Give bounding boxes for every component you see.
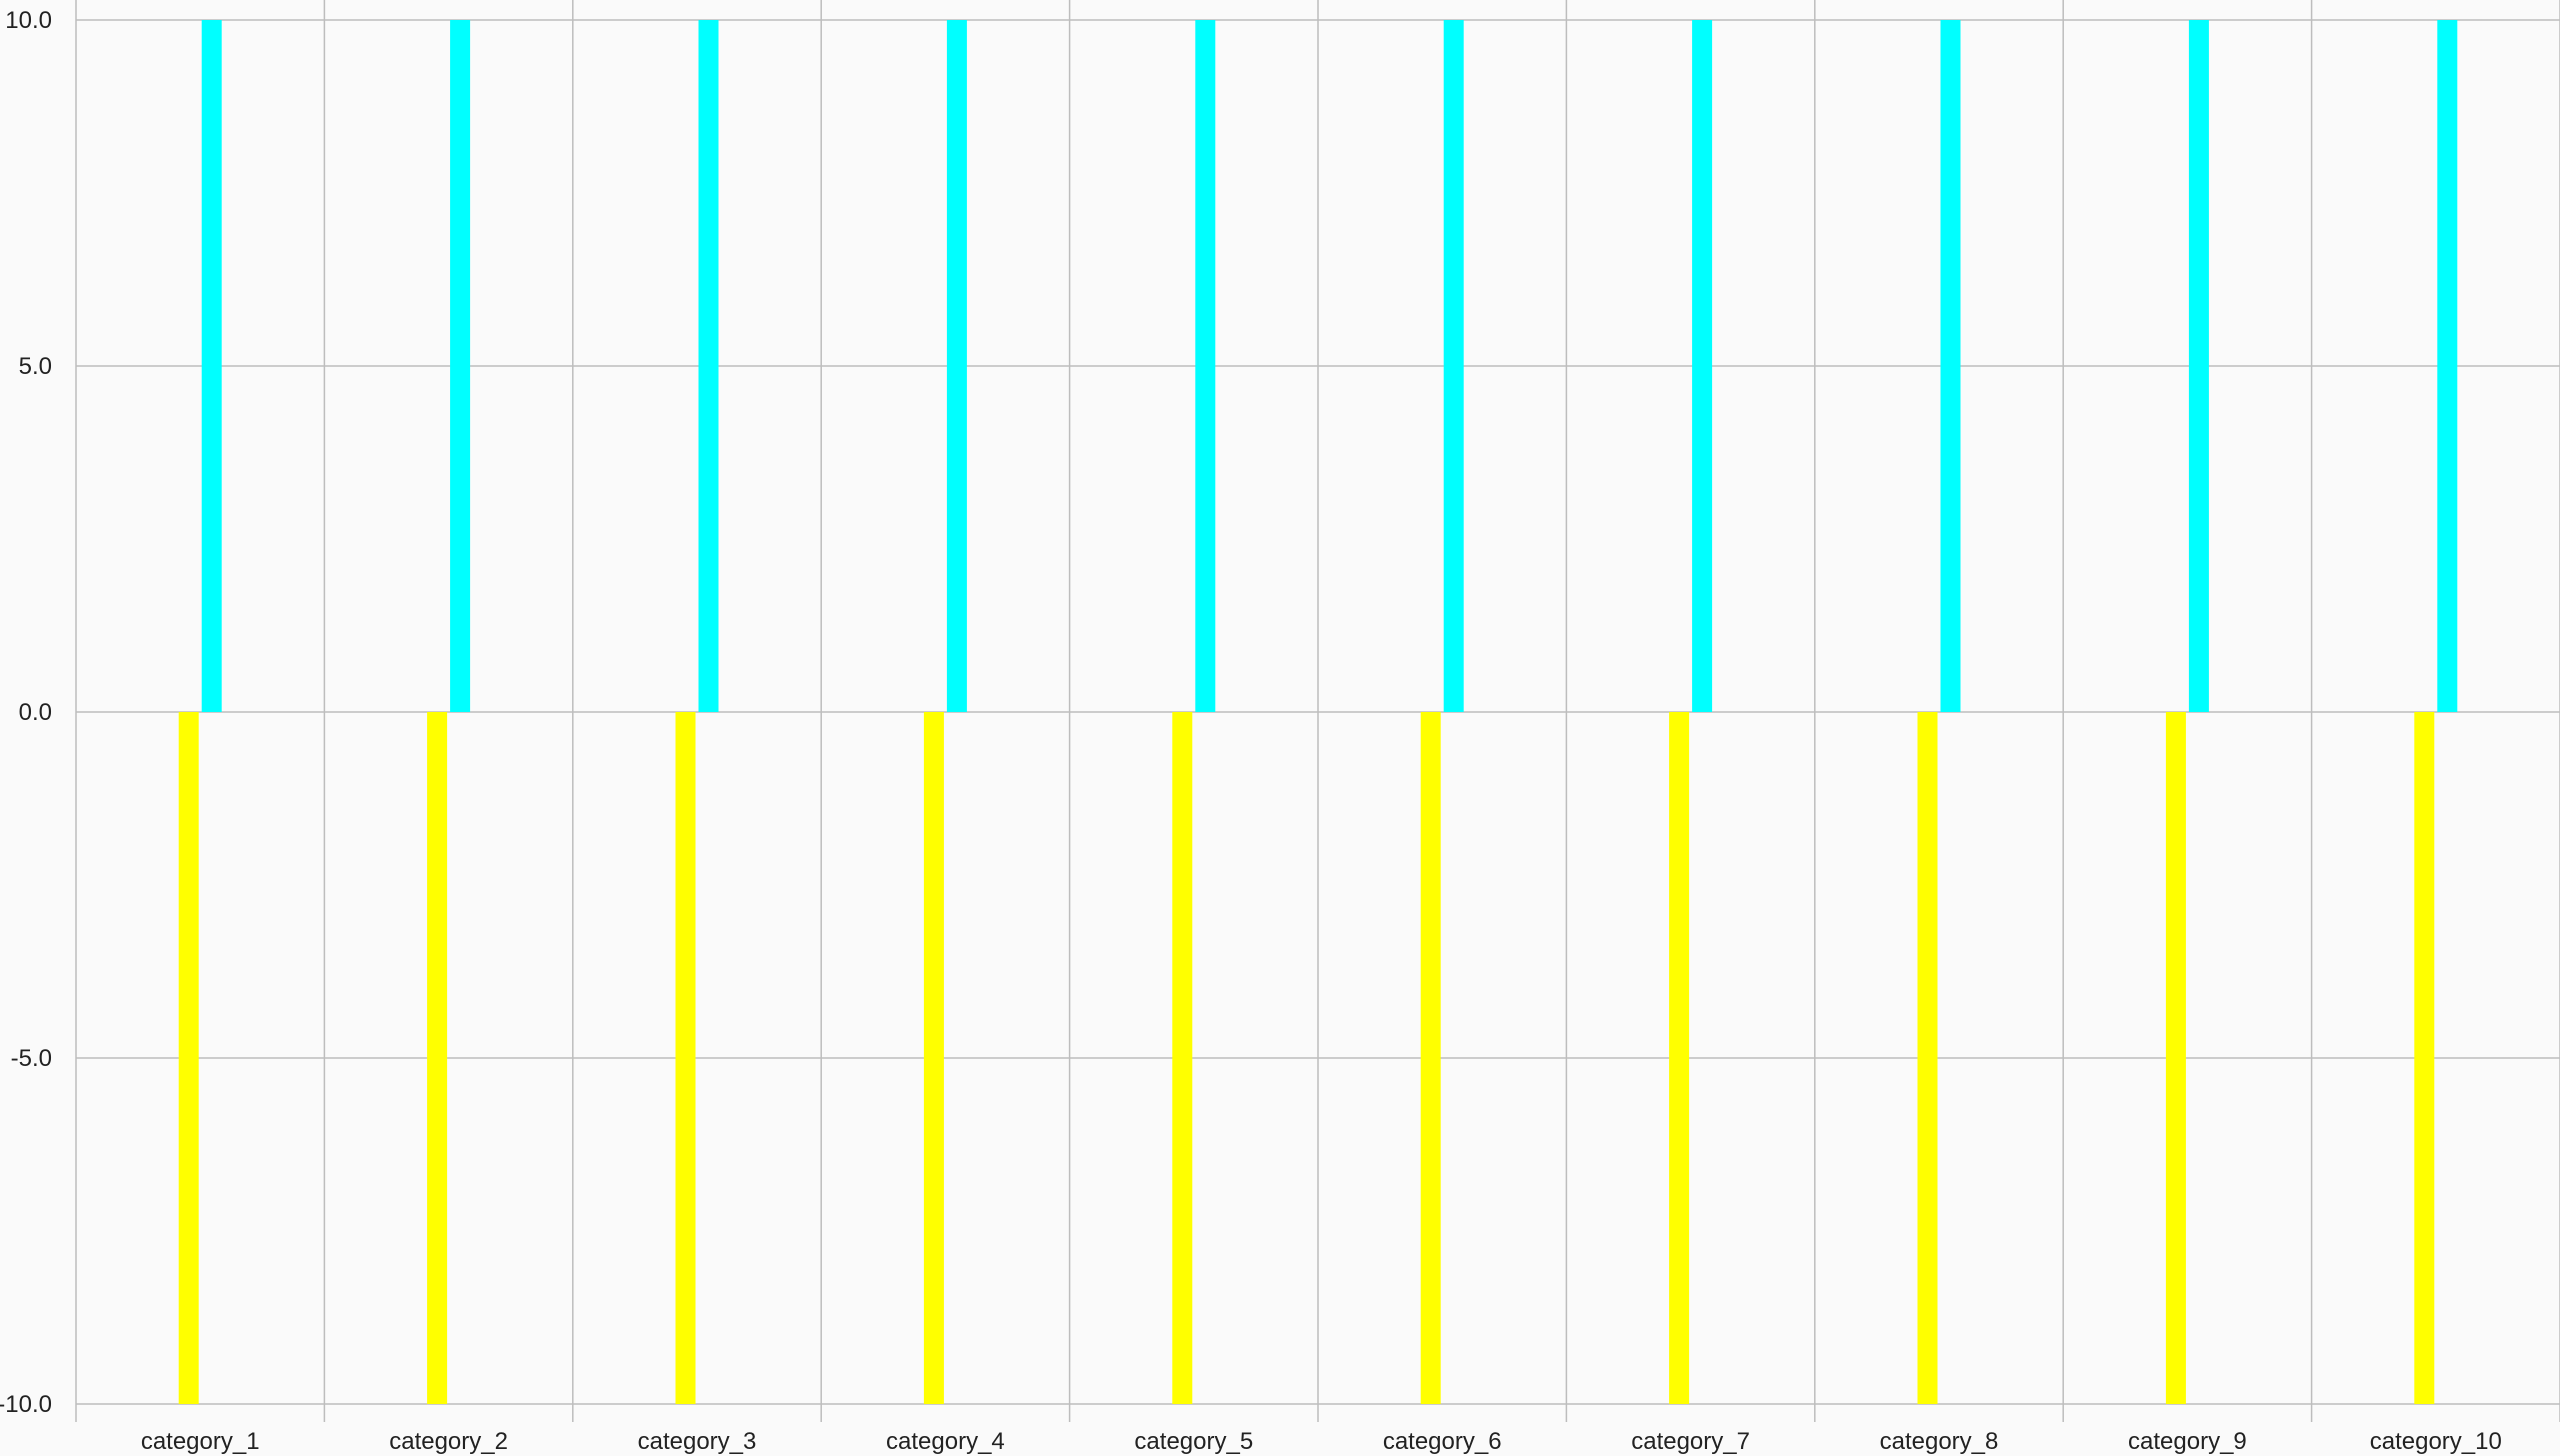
- y-tick-label: 5.0: [19, 353, 52, 380]
- bar-series-1-category_8: [1917, 712, 1938, 1404]
- x-tick-label: category_1: [141, 1428, 260, 1455]
- x-tick-label: category_10: [2370, 1428, 2502, 1455]
- x-tick-label: category_9: [2128, 1428, 2247, 1455]
- bar-series-1-category_6: [1420, 712, 1441, 1404]
- bar-series-2-category_5: [1195, 20, 1216, 712]
- x-tick-label: category_3: [638, 1428, 757, 1455]
- grid-layer: [75, 0, 2560, 1422]
- bar-series-1-category_7: [1669, 712, 1690, 1404]
- bar-series-2-category_7: [1692, 20, 1713, 712]
- x-tick-label: category_4: [886, 1428, 1005, 1455]
- bar-series-1-category_1: [178, 712, 199, 1404]
- bar-series-1-category_3: [675, 712, 696, 1404]
- bar-series-1-category_2: [427, 712, 448, 1404]
- y-tick-label: 0.0: [19, 699, 52, 726]
- bar-series-2-category_4: [946, 20, 967, 712]
- bar-series-2-category_6: [1443, 20, 1464, 712]
- y-tick-label: -10.0: [0, 1391, 52, 1418]
- y-tick-label: -5.0: [11, 1045, 52, 1072]
- y-axis-tick-labels: 10.0 5.0 0.0 -5.0 -10.0: [0, 7, 52, 1418]
- bar-series-2-category_1: [201, 20, 222, 712]
- x-tick-label: category_5: [1134, 1428, 1253, 1455]
- bar-series-1-category_5: [1172, 712, 1193, 1404]
- bar-series-2-category_8: [1940, 20, 1961, 712]
- x-tick-label: category_7: [1631, 1428, 1750, 1455]
- x-tick-label: category_6: [1383, 1428, 1502, 1455]
- y-tick-label: 10.0: [5, 7, 52, 34]
- x-tick-label: category_8: [1880, 1428, 1999, 1455]
- bar-layer: [178, 20, 2458, 1404]
- bar-series-2-category_3: [698, 20, 719, 712]
- bar-series-2-category_2: [450, 20, 471, 712]
- bar-series-1-category_4: [923, 712, 944, 1404]
- x-axis-tick-labels: category_1 category_2 category_3 category_4…: [141, 1428, 2502, 1455]
- bar-series-1-category_9: [2165, 712, 2186, 1404]
- bar-series-2-category_9: [2188, 20, 2209, 712]
- bar-series-2-category_10: [2437, 20, 2458, 712]
- x-tick-label: category_2: [389, 1428, 508, 1455]
- bar-series-1-category_10: [2414, 712, 2435, 1404]
